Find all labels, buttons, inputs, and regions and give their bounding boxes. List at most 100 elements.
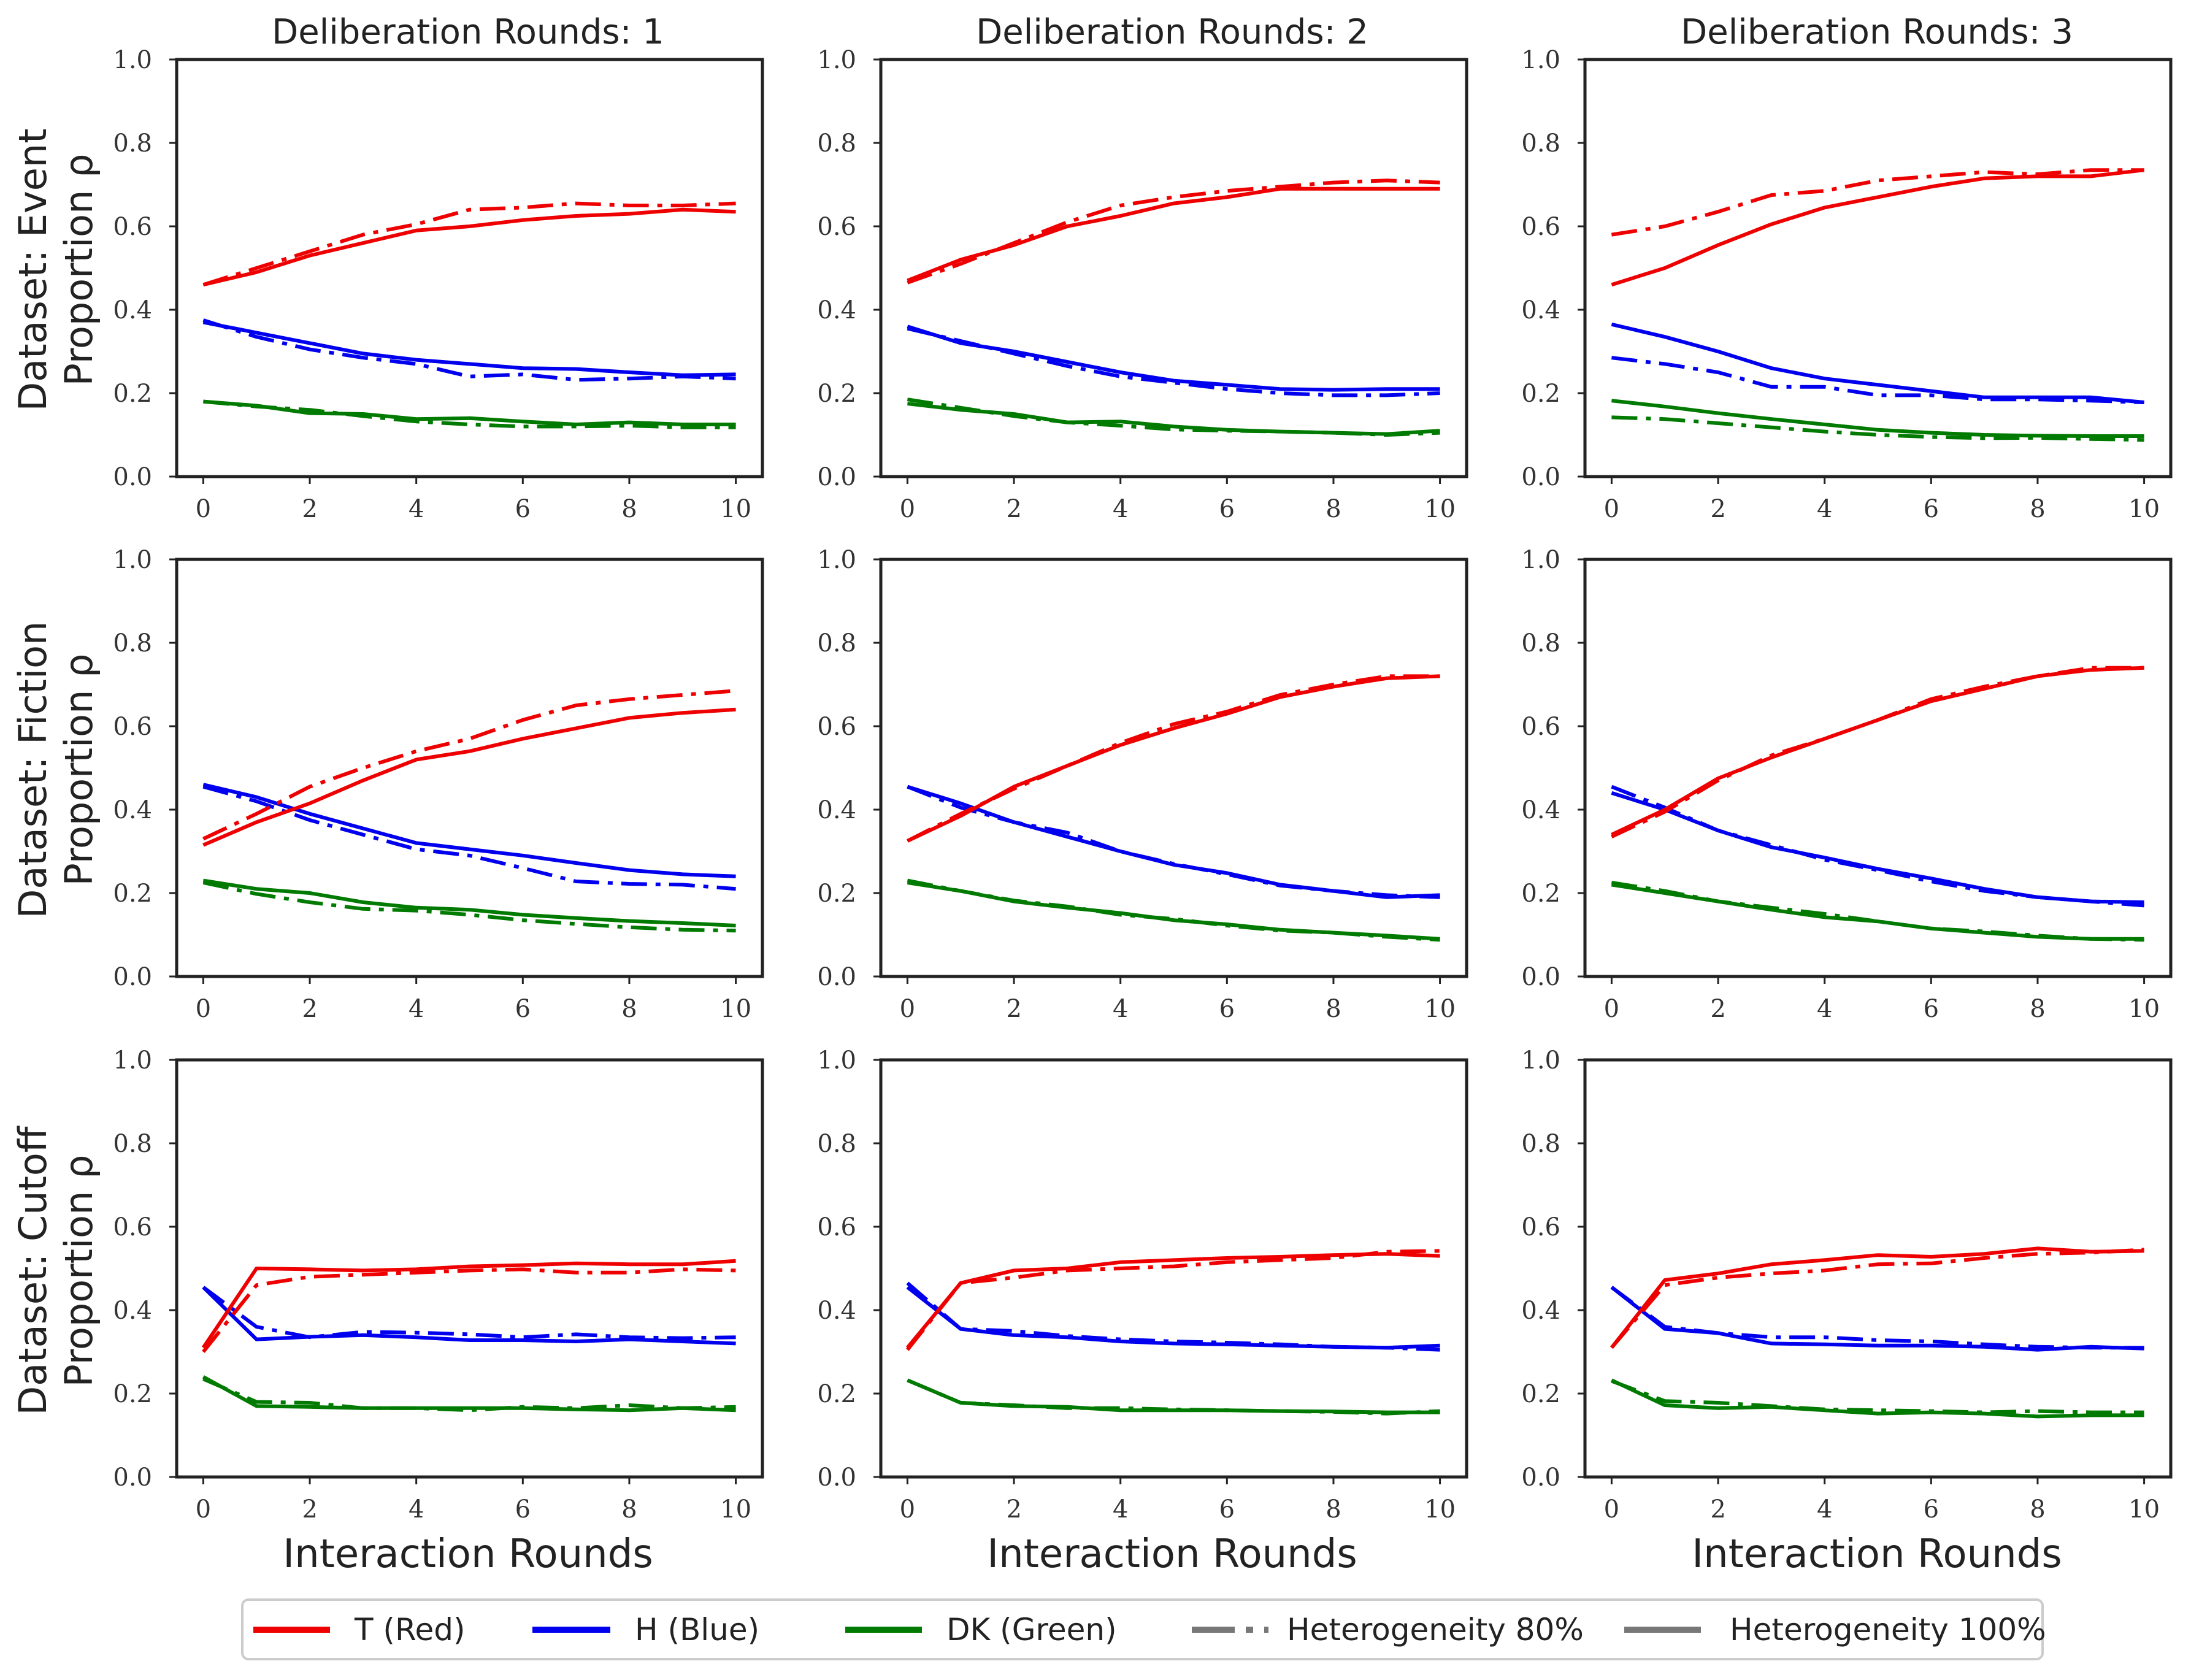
y-tick-label: 0.0 — [817, 963, 856, 991]
col-title-2: Deliberation Rounds: 2 — [976, 12, 1368, 52]
x-tick-label: 0 — [1604, 495, 1619, 523]
x-tick-label: 2 — [302, 995, 317, 1023]
line-t-het-100 — [906, 1252, 1440, 1349]
line-dk-het-100 — [907, 881, 1440, 941]
x-tick-label: 4 — [1817, 1495, 1832, 1524]
axes-frame — [879, 1058, 1468, 1479]
y-tick-label: 0.6 — [817, 213, 856, 241]
x-tick-label: 0 — [900, 995, 915, 1023]
y-tick-label: 0.8 — [1521, 129, 1560, 158]
x-tick-label: 6 — [1924, 495, 1939, 523]
x-tick-label: 0 — [196, 995, 211, 1023]
panels-grid: 0.0 0.2 0.4 0.6 0.8 1.0 0 2 4 6 8 10 0.0 0.2 0.4 0.6 0.8… — [113, 46, 2173, 1524]
line-dk-het-100 — [907, 1378, 1440, 1414]
y-tick-label: 0.8 — [113, 129, 152, 158]
line-dk-het-100 — [1611, 399, 2144, 438]
y-tick-label: 0.8 — [817, 129, 856, 158]
legend-frame — [241, 1598, 2044, 1660]
line-dk-het-100 — [907, 402, 1440, 436]
x-tick-label: 8 — [621, 995, 637, 1023]
y-tick-label: 0.6 — [817, 713, 856, 741]
y-tick-label: 0.2 — [1521, 880, 1560, 908]
line-h-het-80 — [1611, 356, 2144, 404]
x-tick-label: 4 — [409, 1495, 424, 1524]
y-tick-label: 1.0 — [113, 546, 152, 574]
x-tick-label: 2 — [1006, 995, 1021, 1023]
x-tick-label: 6 — [1924, 1495, 1939, 1524]
y-tick-label: 0.2 — [1521, 1380, 1560, 1408]
row-label-dataset-fiction: Dataset: Fiction — [10, 621, 55, 919]
row-label-ylabel-fiction: Proportion ρ — [56, 654, 101, 886]
x-tick-label: 4 — [409, 495, 424, 523]
line-dk-het-100 — [202, 878, 736, 927]
panel-cutoff-d1: 0.0 0.2 0.4 0.6 0.8 1.0 0 2 4 6 8 10 — [113, 1046, 764, 1524]
x-tick-label: 10 — [2128, 495, 2160, 523]
xlabel-col-1: Interaction Rounds — [283, 1532, 653, 1577]
x-tick-label: 6 — [515, 1495, 531, 1524]
axes-frame — [1583, 558, 2173, 978]
y-tick-label: 0.6 — [113, 713, 152, 741]
line-t-het-100 — [201, 1259, 736, 1349]
y-tick-label: 0.4 — [1521, 796, 1560, 824]
panel-cutoff-d3: 0.0 0.2 0.4 0.6 0.8 1.0 0 2 4 6 8 10 — [1521, 1046, 2173, 1524]
axes-frame — [879, 558, 1468, 978]
x-tick-label: 0 — [1604, 995, 1619, 1023]
line-h-het-100 — [202, 320, 736, 377]
x-tick-label: 6 — [515, 995, 531, 1023]
x-tick-label: 8 — [2030, 995, 2045, 1023]
y-tick-label: 0.8 — [817, 629, 856, 658]
row-labels: Dataset: Event Proportion ρ Dataset: Fic… — [10, 128, 101, 1415]
y-tick-label: 1.0 — [1521, 546, 1560, 574]
line-t-het-100 — [202, 707, 736, 847]
x-tick-label: 2 — [1710, 495, 1725, 523]
x-tick-label: 10 — [720, 495, 751, 523]
line-t-het-100 — [202, 207, 736, 287]
panel-fiction-d2: 0.0 0.2 0.4 0.6 0.8 1.0 0 2 4 6 8 10 — [817, 546, 1468, 1023]
x-tick-label: 10 — [1424, 1495, 1456, 1524]
y-tick-label: 0.8 — [1521, 1130, 1560, 1158]
x-tick-label: 8 — [2030, 1495, 2045, 1524]
y-tick-label: 1.0 — [113, 1046, 152, 1075]
line-dk-het-80 — [1611, 415, 2144, 442]
x-tick-label: 10 — [1424, 995, 1456, 1023]
y-tick-label: 0.8 — [113, 629, 152, 658]
y-tick-label: 0.0 — [817, 463, 856, 491]
x-tick-label: 2 — [1710, 1495, 1725, 1524]
x-tick-label: 6 — [1219, 1495, 1235, 1524]
panel-fiction-d1: 0.0 0.2 0.4 0.6 0.8 1.0 0 2 4 6 8 10 — [113, 546, 764, 1023]
line-h-het-80 — [907, 326, 1440, 397]
line-t-het-80 — [202, 201, 736, 287]
y-tick-label: 0.0 — [1521, 1463, 1560, 1492]
x-tick-label: 6 — [1924, 995, 1939, 1023]
x-tick-label: 8 — [1326, 1495, 1341, 1524]
line-h-het-100 — [907, 324, 1440, 392]
line-dk-het-100 — [202, 1375, 736, 1413]
line-t-het-100 — [907, 186, 1440, 283]
line-h-het-80 — [906, 1281, 1440, 1352]
xlabel-col-2: Interaction Rounds — [987, 1532, 1357, 1577]
x-tick-label: 2 — [302, 1495, 317, 1524]
x-tick-label: 2 — [1006, 1495, 1021, 1524]
line-dk-het-80 — [203, 399, 736, 429]
x-tick-label: 0 — [196, 1495, 211, 1524]
x-tick-label: 8 — [1326, 995, 1341, 1023]
legend-label-heterogeneity-80: Heterogeneity 80% — [1287, 1612, 1584, 1647]
line-dk-het-100 — [1611, 1378, 2144, 1419]
x-tick-label: 0 — [196, 495, 211, 523]
line-h-het-100 — [1610, 1286, 2144, 1352]
line-h-het-100 — [202, 1286, 736, 1346]
y-tick-label: 0.6 — [1521, 1213, 1560, 1241]
y-tick-label: 0.2 — [817, 380, 856, 408]
legend-label-t: T (Red) — [354, 1612, 465, 1647]
y-tick-label: 0.0 — [1521, 963, 1560, 991]
y-tick-label: 0.2 — [113, 880, 152, 908]
y-tick-label: 0.2 — [817, 880, 856, 908]
y-tick-label: 1.0 — [1521, 1046, 1560, 1075]
legend-label-heterogeneity-100: Heterogeneity 100% — [1730, 1612, 2046, 1647]
y-tick-label: 1.0 — [817, 546, 856, 574]
y-tick-label: 0.4 — [817, 296, 856, 324]
y-tick-label: 0.6 — [113, 213, 152, 241]
y-tick-label: 0.8 — [1521, 629, 1560, 658]
y-tick-label: 0.4 — [113, 296, 152, 324]
